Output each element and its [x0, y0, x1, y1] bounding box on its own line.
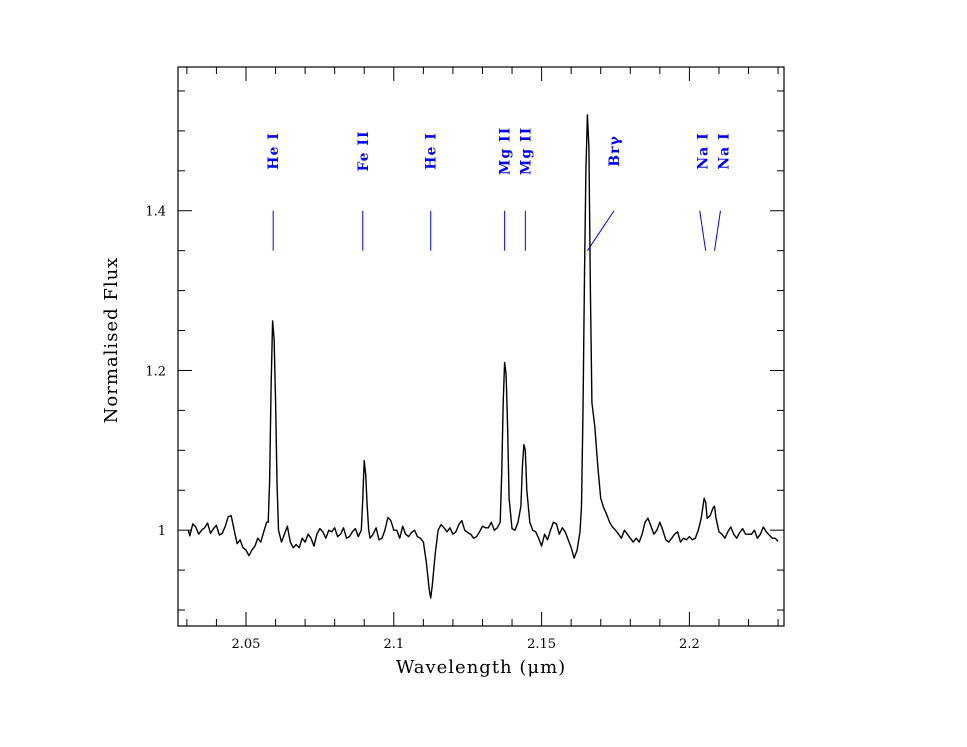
- line-marker: [699, 210, 707, 251]
- line-label: Fe II: [356, 130, 372, 171]
- line-label: Mg II: [518, 127, 534, 175]
- plot-frame: [177, 66, 785, 627]
- line-label: Na I: [696, 132, 712, 169]
- x-tick-label: 2.05: [232, 637, 261, 652]
- y-axis-title: Normalised Flux: [101, 257, 122, 424]
- line-marker: [714, 210, 721, 251]
- line-label: Brγ: [607, 135, 623, 166]
- x-tick-label: 2.1: [383, 637, 404, 652]
- axis-ticks: [178, 67, 784, 626]
- y-tick-label: 1.2: [145, 364, 166, 379]
- line-label: Mg II: [498, 127, 514, 175]
- y-tick-label: 1.4: [145, 205, 166, 220]
- line-annotations: He I Fe II He I Mg II Mg II Brγ Na I Na I: [266, 127, 732, 251]
- y-tick-label: 1: [158, 524, 166, 539]
- line-label: Na I: [716, 132, 732, 169]
- line-label: He I: [424, 132, 440, 170]
- spectrum-line: [187, 114, 779, 599]
- x-tick-label: 2.2: [679, 637, 700, 652]
- x-axis-title: Wavelength (μm): [396, 657, 566, 678]
- x-tick-label: 2.15: [527, 637, 556, 652]
- line-marker: [587, 210, 615, 251]
- axis-tick-labels: 2.05 2.1 2.15 2.2 1 1.2 1.4: [145, 205, 699, 652]
- line-label: He I: [266, 132, 282, 170]
